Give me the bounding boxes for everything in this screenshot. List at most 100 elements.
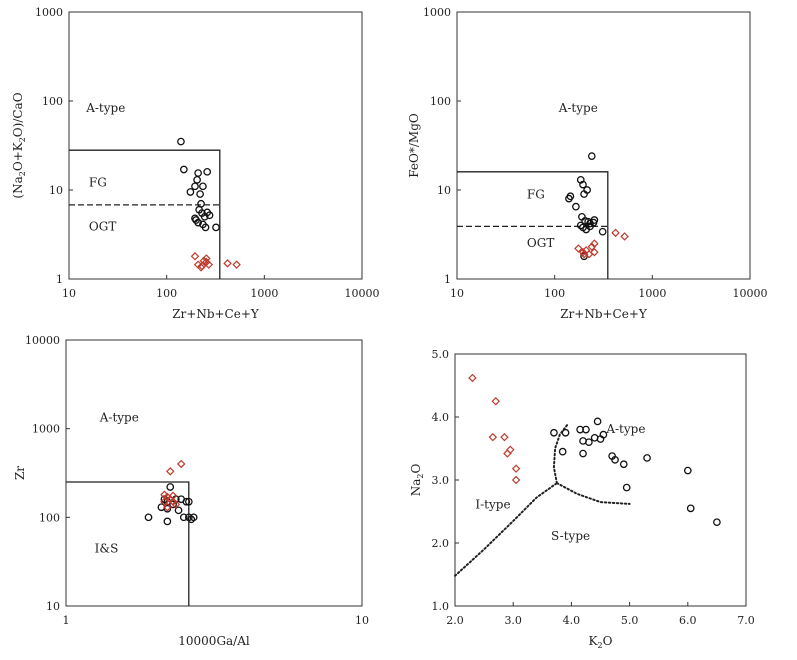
data-point-circle xyxy=(561,428,570,437)
x-tick-label: 1000 xyxy=(638,287,666,300)
boundary-line-dotted xyxy=(552,422,570,485)
y-tick-label: 1 xyxy=(444,273,451,286)
data-point-diamond xyxy=(574,244,583,253)
x-tick-label: 7.0 xyxy=(737,614,755,627)
data-point-diamond xyxy=(163,502,172,512)
region-label: FG xyxy=(89,175,107,189)
y-axis-label: (Na2O+K2O)/CaO xyxy=(11,92,27,198)
region-label: FG xyxy=(527,188,545,202)
data-point-circle xyxy=(182,497,191,506)
data-point-circle xyxy=(201,223,210,232)
x-tick-label: 10 xyxy=(355,614,369,627)
y-axis-label: FeO*/MgO xyxy=(407,113,421,178)
y-tick-label: 10 xyxy=(437,184,451,197)
region-label: OGT xyxy=(89,220,116,234)
data-point-circle xyxy=(587,152,596,161)
y-tick-label: 3.0 xyxy=(432,474,450,487)
x-tick-label: 10 xyxy=(450,287,464,300)
data-point-diamond xyxy=(223,259,232,268)
data-point-diamond xyxy=(611,228,620,238)
y-tick-label: 1 xyxy=(56,273,63,286)
data-point-circle xyxy=(622,483,631,492)
data-point-circle xyxy=(579,449,587,458)
data-point-circle xyxy=(205,211,214,220)
y-axis-label: Na2O xyxy=(409,464,425,497)
plot-frame xyxy=(68,11,363,280)
y-tick-label: 4.0 xyxy=(432,411,450,424)
data-point-circle xyxy=(163,504,172,513)
y-axis-label: Zr xyxy=(13,466,27,480)
data-point-circle xyxy=(212,223,220,232)
panel-p2: 10 100 1000 100001101001000Zr+Nb+Ce+YFeO*/M… xyxy=(407,6,768,321)
data-point-diamond xyxy=(488,432,498,442)
x-tick-label: 5.0 xyxy=(621,614,639,627)
x-tick-label: 100 xyxy=(156,287,177,300)
data-point-circle xyxy=(189,513,198,522)
y-tick-label: 100 xyxy=(430,95,451,108)
region-label: A-type xyxy=(605,422,645,436)
data-point-diamond xyxy=(204,260,214,269)
data-point-circle xyxy=(186,188,195,196)
region-label: I-type xyxy=(475,497,510,511)
y-tick-label: 1000 xyxy=(35,6,63,19)
x-tick-label: 1 xyxy=(63,614,70,627)
data-point-diamond xyxy=(590,239,599,248)
data-point-circle xyxy=(584,217,592,226)
data-point-circle xyxy=(572,202,580,211)
data-point-circle xyxy=(596,435,605,443)
data-point-diamond xyxy=(176,459,186,469)
data-point-circle xyxy=(713,518,721,527)
x-tick-label: 100 xyxy=(544,287,565,300)
data-point-circle xyxy=(191,182,199,191)
x-tick-label: 3.0 xyxy=(504,614,522,627)
x-axis-label: Zr+Nb+Ce+Y xyxy=(560,307,648,321)
data-point-circle xyxy=(184,497,193,506)
data-point-diamond xyxy=(590,247,599,257)
data-point-circle xyxy=(144,513,153,522)
data-point-circle xyxy=(191,214,199,223)
data-point-diamond xyxy=(620,232,629,241)
boundary-line-dotted xyxy=(454,482,558,577)
x-tick-label: 4.0 xyxy=(563,614,581,627)
y-tick-label: 100 xyxy=(42,95,63,108)
data-point-circle xyxy=(582,425,590,434)
data-point-circle xyxy=(683,466,692,475)
plot-frame xyxy=(456,11,751,280)
data-point-diamond xyxy=(171,500,181,509)
data-point-circle xyxy=(619,460,628,469)
data-point-circle xyxy=(585,438,593,447)
boundary-line-dotted xyxy=(555,482,631,505)
data-point-circle xyxy=(169,500,177,509)
x-tick-label: 10 xyxy=(62,287,76,300)
data-point-diamond xyxy=(578,247,588,257)
data-point-circle xyxy=(550,428,558,437)
data-point-circle xyxy=(166,483,175,491)
x-tick-label: 1000 xyxy=(250,287,278,300)
data-point-circle xyxy=(196,190,204,198)
data-point-circle xyxy=(576,221,585,230)
y-tick-label: 5.0 xyxy=(432,348,450,361)
boundary-line-solid xyxy=(69,149,221,279)
data-point-diamond xyxy=(232,260,241,269)
x-tick-label: 2.0 xyxy=(446,614,464,627)
data-point-circle xyxy=(194,169,202,177)
data-point-diamond xyxy=(491,397,500,406)
data-point-circle xyxy=(199,182,207,191)
y-tick-label: 100 xyxy=(39,511,60,524)
data-point-circle xyxy=(593,417,602,426)
y-tick-label: 2.0 xyxy=(432,537,450,550)
data-point-circle xyxy=(174,506,183,515)
y-tick-label: 1000 xyxy=(32,423,60,436)
y-tick-label: 10000 xyxy=(25,334,60,347)
data-point-diamond xyxy=(168,491,178,501)
data-point-diamond xyxy=(500,432,509,442)
data-point-circle xyxy=(180,165,188,174)
data-point-diamond xyxy=(197,261,207,271)
data-point-diamond xyxy=(468,373,477,383)
region-label: A-type xyxy=(558,101,598,115)
region-label: I&S xyxy=(95,542,119,556)
data-point-circle xyxy=(598,227,607,236)
data-point-diamond xyxy=(511,475,521,485)
